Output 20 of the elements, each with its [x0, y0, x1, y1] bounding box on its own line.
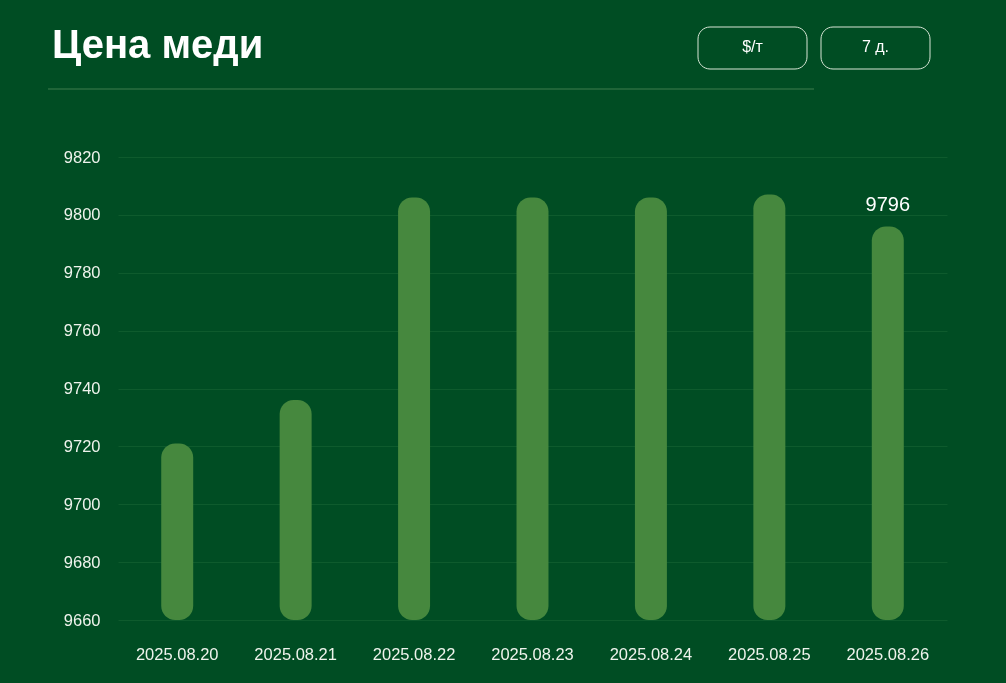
y-tick-label: 9720	[63, 436, 101, 455]
y-tick-label: 9800	[63, 205, 101, 224]
x-tick-label: 2025.08.21	[254, 644, 337, 663]
x-tick-label: 2025.08.22	[372, 644, 456, 663]
y-tick-label: 9780	[63, 263, 101, 282]
y-tick-label: 9680	[63, 552, 101, 571]
y-tick-label: 9660	[63, 610, 101, 629]
x-tick-label: 2025.08.20	[135, 644, 219, 663]
x-tick-label: 2025.08.25	[728, 644, 811, 663]
chart-title: Цена меди	[52, 21, 264, 66]
data-label: 9796	[865, 193, 911, 216]
y-tick-label: 9740	[63, 379, 101, 397]
x-tick-label: 2025.08.23	[491, 644, 574, 663]
y-tick-label: 9760	[63, 321, 101, 340]
x-tick-label: 2025.08.24	[609, 644, 693, 663]
text: 7 д.	[861, 38, 890, 55]
x-tick-label: 2025.08.26	[846, 644, 930, 663]
text: $/т	[742, 38, 764, 55]
y-tick-label: 9820	[63, 147, 101, 166]
y-tick-label: 9700	[63, 494, 101, 513]
